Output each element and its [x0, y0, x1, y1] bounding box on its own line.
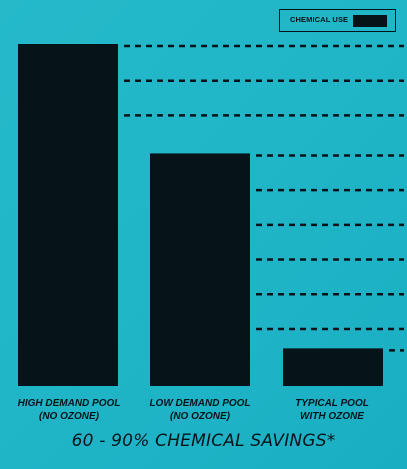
- bar-2: [283, 348, 383, 386]
- category-label-typical-ozone: TYPICAL POOL WITH OZONE: [267, 397, 397, 423]
- category-label-low-demand: LOW DEMAND POOL (NO OZONE): [135, 397, 265, 423]
- category-label-line: TYPICAL POOL: [295, 398, 369, 409]
- legend-swatch: [353, 15, 387, 27]
- bar-1: [150, 153, 250, 386]
- chart-caption: 60 - 90% CHEMICAL SAVINGS*: [71, 431, 336, 451]
- category-label-line: LOW DEMAND POOL: [149, 398, 251, 409]
- category-label-line: (NO OZONE): [170, 411, 230, 422]
- legend-label: CHEMICAL USE: [290, 15, 349, 24]
- legend: CHEMICAL USE: [279, 9, 396, 32]
- category-label-line: (NO OZONE): [39, 411, 99, 422]
- bar-0: [18, 44, 118, 386]
- category-label-line: WITH OZONE: [300, 411, 364, 422]
- category-label-line: HIGH DEMAND POOL: [17, 398, 121, 409]
- category-label-high-demand: HIGH DEMAND POOL (NO OZONE): [4, 397, 134, 423]
